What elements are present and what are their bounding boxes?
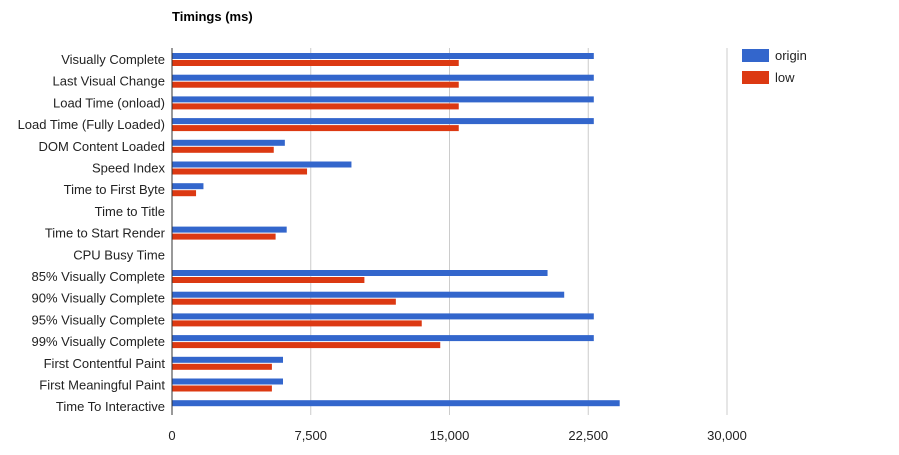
x-tick-label: 0 (168, 428, 175, 443)
legend-label-origin: origin (775, 48, 807, 63)
chart-title: Timings (ms) (172, 9, 253, 24)
x-tick-label: 7,500 (294, 428, 327, 443)
bar-low-14 (172, 363, 272, 370)
bar-low-11 (172, 298, 396, 305)
bar-origin-6 (172, 183, 204, 190)
bar-low-13 (172, 342, 441, 349)
category-label: 90% Visually Complete (32, 291, 165, 306)
bar-origin-5 (172, 161, 352, 168)
bar-low-12 (172, 320, 422, 327)
category-label: 99% Visually Complete (32, 334, 165, 349)
bar-origin-3 (172, 118, 594, 125)
legend-swatch-origin (742, 49, 769, 62)
bar-origin-4 (172, 139, 285, 146)
legend-swatch-low (742, 71, 769, 84)
bar-origin-15 (172, 378, 283, 385)
category-label: CPU Busy Time (73, 247, 165, 262)
category-label: 95% Visually Complete (32, 312, 165, 327)
x-tick-label: 15,000 (430, 428, 470, 443)
bar-low-15 (172, 385, 272, 392)
category-label: 85% Visually Complete (32, 269, 165, 284)
category-label: First Meaningful Paint (39, 378, 165, 393)
category-label: Time to Start Render (45, 226, 166, 241)
legend-label-low: low (775, 70, 795, 85)
bar-origin-16 (172, 400, 620, 407)
bar-low-8 (172, 233, 276, 240)
bar-low-10 (172, 277, 365, 283)
category-label: Speed Index (92, 161, 166, 176)
category-label: Time to First Byte (64, 182, 165, 197)
bar-low-3 (172, 125, 459, 132)
bar-origin-11 (172, 291, 565, 298)
bar-low-6 (172, 190, 197, 197)
bar-low-0 (172, 60, 459, 66)
category-label: DOM Content Loaded (39, 139, 165, 154)
bar-low-1 (172, 81, 459, 88)
x-tick-label: 30,000 (707, 428, 747, 443)
bar-origin-0 (172, 53, 594, 59)
category-label: Load Time (onload) (53, 95, 165, 110)
bar-origin-1 (172, 74, 594, 81)
bar-low-4 (172, 146, 274, 153)
category-label: Time to Title (95, 204, 165, 219)
category-label: First Contentful Paint (44, 356, 166, 371)
x-tick-label: 22,500 (568, 428, 608, 443)
category-label: Load Time (Fully Loaded) (18, 117, 165, 132)
bar-origin-14 (172, 356, 283, 363)
bar-origin-8 (172, 226, 287, 233)
category-label: Visually Complete (61, 52, 165, 67)
bar-origin-13 (172, 335, 594, 342)
category-label: Time To Interactive (56, 399, 165, 414)
bar-low-2 (172, 103, 459, 110)
bar-origin-10 (172, 270, 548, 276)
bar-origin-2 (172, 96, 594, 103)
category-label: Last Visual Change (52, 74, 165, 89)
bar-origin-12 (172, 313, 594, 320)
bar-low-5 (172, 168, 308, 175)
